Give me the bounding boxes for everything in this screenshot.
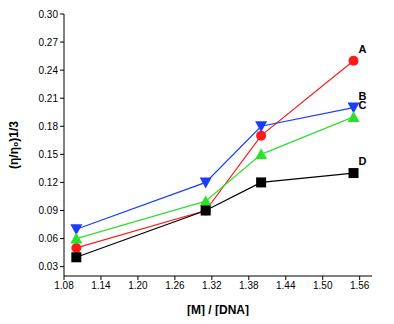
svg-text:C: C [359,99,367,111]
svg-text:D: D [359,155,367,167]
svg-text:0.06: 0.06 [39,233,59,244]
svg-text:0.03: 0.03 [39,261,59,272]
svg-text:0.09: 0.09 [39,205,59,216]
svg-text:B: B [358,89,367,102]
svg-text:0.15: 0.15 [39,149,59,160]
svg-text:(η/η₀)1/3: (η/η₀)1/3 [8,121,21,169]
svg-text:1.20: 1.20 [128,280,148,291]
svg-text:1.32: 1.32 [202,280,222,291]
svg-text:0.30: 0.30 [39,9,59,20]
svg-text:0.12: 0.12 [39,177,59,188]
svg-text:A: A [359,43,367,55]
svg-text:0.24: 0.24 [39,65,59,76]
svg-text:0.27: 0.27 [39,37,59,48]
svg-text:1.56: 1.56 [350,280,370,291]
svg-text:1.38: 1.38 [239,280,259,291]
svg-text:0.21: 0.21 [39,93,59,104]
svg-text:[M] / [DNA]: [M] / [DNA] [187,303,249,316]
svg-text:1.50: 1.50 [313,280,333,291]
svg-text:1.44: 1.44 [276,280,296,291]
svg-text:1.26: 1.26 [165,280,185,291]
svg-text:1.14: 1.14 [91,280,111,291]
svg-text:1.08: 1.08 [54,280,74,291]
svg-text:0.18: 0.18 [39,121,59,132]
